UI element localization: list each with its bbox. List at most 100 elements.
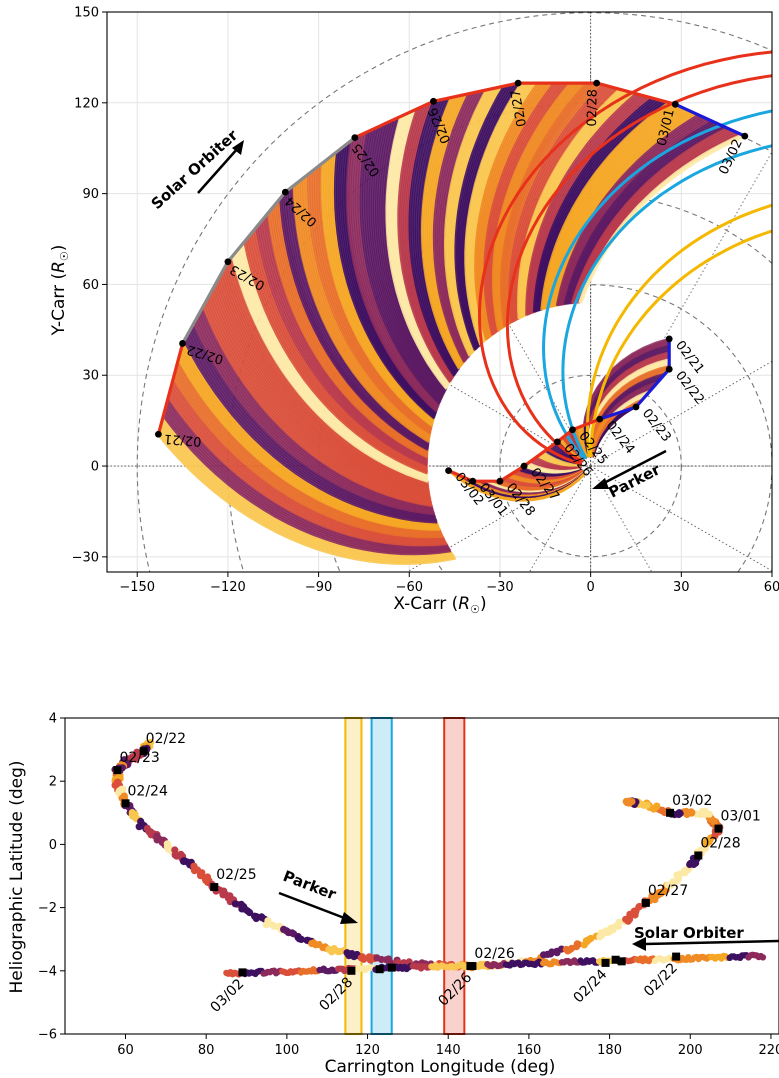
orbit-date-point	[553, 438, 561, 446]
solo-streamline	[231, 255, 429, 483]
parker-date-marker-label: 02/28	[700, 835, 740, 851]
orbit-date-point	[179, 340, 186, 347]
top-ytick-label: 30	[82, 369, 99, 384]
solo-streamline	[357, 132, 441, 406]
bottom-ytick-label: 2	[49, 775, 57, 790]
parker-date-marker-label: 02/26	[474, 946, 514, 962]
orbit-date-point	[671, 100, 679, 108]
solo-date-marker	[672, 952, 681, 961]
orbit-date-point	[224, 258, 232, 266]
parker-footpoint	[147, 831, 155, 839]
parker-footpoint	[231, 900, 239, 908]
bottom-xlabel: Carrington Longitude (deg)	[325, 1057, 556, 1077]
parker-date-marker-label: 02/23	[119, 750, 159, 766]
bottom-xtick-label: 180	[597, 1043, 622, 1058]
bottom-scatter	[111, 738, 767, 978]
top-xtick-label: 30	[673, 580, 690, 595]
solo-date-label: 02/21	[164, 431, 202, 449]
solo-streamline	[190, 325, 436, 517]
solo-streamline	[227, 260, 429, 486]
top-orbits	[154, 79, 749, 485]
bottom-panel: 02/22 02/23 02/24 02/25 02/26 02/27 02/28 03/01…	[7, 712, 779, 1077]
parker-date-marker	[666, 808, 675, 817]
solo-date-marker	[611, 955, 620, 964]
parker-footpoint	[602, 928, 611, 937]
parker-streamline	[447, 469, 586, 502]
solo-date-marker	[238, 968, 247, 977]
top-ytick-label: 150	[74, 6, 99, 21]
solo-streamline	[186, 333, 437, 521]
solo-streamline	[297, 181, 431, 441]
top-ytick-label: 90	[82, 187, 99, 202]
parker-date-marker-label: 02/27	[648, 883, 688, 899]
field-line-cyan	[541, 109, 772, 461]
bottom-markers: 02/22 02/23 02/24 02/25 02/26 02/27 02/28 03/01…	[113, 731, 761, 1016]
top-xlabel: X-Carr (R☉)	[393, 594, 486, 616]
solo-track-red	[156, 343, 185, 435]
radial-guide	[590, 465, 772, 572]
top-ytick-label: −30	[72, 550, 99, 565]
parker-footpoint	[625, 799, 634, 807]
solo-streamline	[164, 404, 450, 551]
bottom-bands	[344, 717, 466, 1035]
parker-footpoint	[219, 891, 227, 899]
parker-date-marker-label: 02/22	[146, 731, 186, 747]
radial-guide	[406, 465, 591, 572]
solo-streamline	[200, 308, 433, 509]
solo-streamline	[183, 339, 438, 524]
solo-streamline	[187, 330, 436, 520]
orbit-date-point	[520, 462, 528, 470]
top-axes-frame	[106, 11, 773, 573]
top-xtick-label: −90	[305, 580, 332, 595]
orbit-date-point	[469, 477, 477, 485]
parker-footpoint	[360, 955, 368, 963]
solo-streamline	[414, 98, 459, 374]
orbit-date-point	[665, 365, 673, 373]
parker-date-marker-label: 02/24	[128, 783, 168, 799]
parker-footpoint	[246, 909, 254, 917]
orbit-date-point	[281, 188, 289, 196]
radial-guide	[590, 151, 772, 467]
solo-track-blue	[674, 102, 746, 138]
orbit-date-point	[741, 132, 749, 140]
field-line-yellow	[585, 203, 772, 458]
parker-date-label: 02/23	[639, 406, 674, 445]
parker-footpoint	[615, 918, 623, 926]
parker-date-marker-label: 03/01	[720, 809, 760, 825]
solo-streamline	[412, 99, 458, 375]
parker-date-marker-label: 02/25	[216, 867, 256, 883]
parker-footpoint	[651, 804, 659, 812]
orbit-date-point	[593, 79, 601, 87]
solo-streamline	[159, 423, 454, 561]
solo-date-marker-label: 02/22	[641, 960, 681, 1000]
bottom-ylabel: Heliographic Latitude (deg)	[7, 760, 27, 993]
field-line-red	[505, 74, 772, 464]
solo-streamline	[157, 430, 456, 564]
parker-date-label: 02/24	[603, 418, 638, 457]
field-line-yellow	[589, 229, 772, 458]
solo-streamline	[197, 313, 434, 512]
orbit-date-point	[665, 335, 673, 343]
orbit-date-point	[632, 403, 640, 411]
parker-date-marker	[641, 898, 650, 907]
top-ytick-label: 60	[82, 278, 99, 293]
solo-streamline	[194, 319, 435, 514]
bottom-xtick-label: 140	[436, 1043, 461, 1058]
orbit-date-point	[596, 415, 604, 423]
solo-date-label: 02/27	[508, 88, 530, 128]
solo-streamline	[158, 426, 455, 562]
bottom-axes-frame	[64, 717, 779, 1035]
bottom-ytick-label: 4	[49, 712, 57, 727]
bottom-ytick-label: 0	[49, 838, 57, 853]
bottom-xtick-label: 120	[355, 1043, 380, 1058]
solo-streamline	[181, 342, 438, 525]
parker-footpoint	[297, 935, 305, 944]
radial-guide	[590, 465, 653, 572]
parker-date-label: 02/22	[672, 368, 707, 407]
orbit-date-point	[569, 426, 576, 434]
bottom-xtick-label: 60	[117, 1043, 134, 1058]
bottom-xtick-label: 80	[198, 1043, 215, 1058]
top-ylabel: Y-Carr (R☉)	[49, 245, 71, 337]
solo-track-grey	[181, 136, 356, 345]
